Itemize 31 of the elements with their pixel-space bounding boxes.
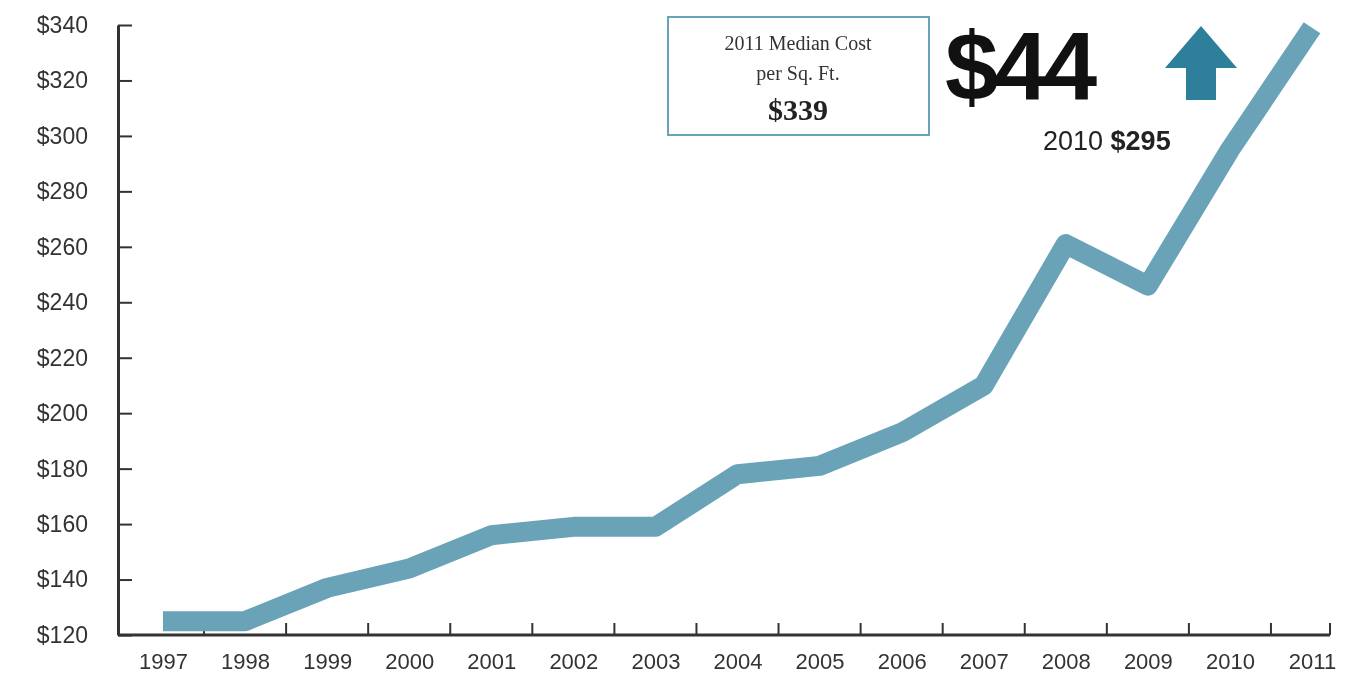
x-tick-label: 2011 [1288,648,1337,674]
y-tick-label: $180 [36,455,88,482]
y-tick-label: $340 [36,11,88,38]
x-tick-label: 2006 [877,648,927,674]
y-tick-label: $120 [36,621,88,648]
x-tick-label: 1998 [221,648,271,674]
x-tick-label: 2003 [631,648,681,674]
x-tick-label: 2010 [1205,648,1255,674]
x-tick-label: 2002 [549,648,599,674]
annotation: $339 [768,93,828,126]
x-tick-label: 2005 [795,648,845,674]
y-tick-label: $240 [36,289,88,316]
x-tick-label: 2001 [467,648,517,674]
x-tick-label: 2007 [959,648,1009,674]
annotation: $44 [945,13,1097,120]
y-tick-label: $160 [36,510,88,537]
x-tick-label: 2009 [1123,648,1173,674]
y-tick-label: $140 [36,566,88,593]
x-tick-label: 2000 [385,648,435,674]
y-tick-label: $280 [36,178,88,205]
x-tick-label: 1999 [303,648,353,674]
y-tick-label: $200 [36,400,88,427]
x-tick-label: 1997 [139,648,188,674]
y-tick-label: $260 [36,233,88,260]
x-tick-label: 2004 [713,648,763,674]
y-tick-label: $220 [36,344,88,371]
x-tick-label: 2008 [1041,648,1091,674]
y-tick-label: $300 [36,122,88,149]
annotation: 2011 Median Cost per Sq. Ft. [724,32,872,85]
annotation: 2010 $295 [1043,126,1171,156]
y-tick-label: $320 [36,67,88,94]
